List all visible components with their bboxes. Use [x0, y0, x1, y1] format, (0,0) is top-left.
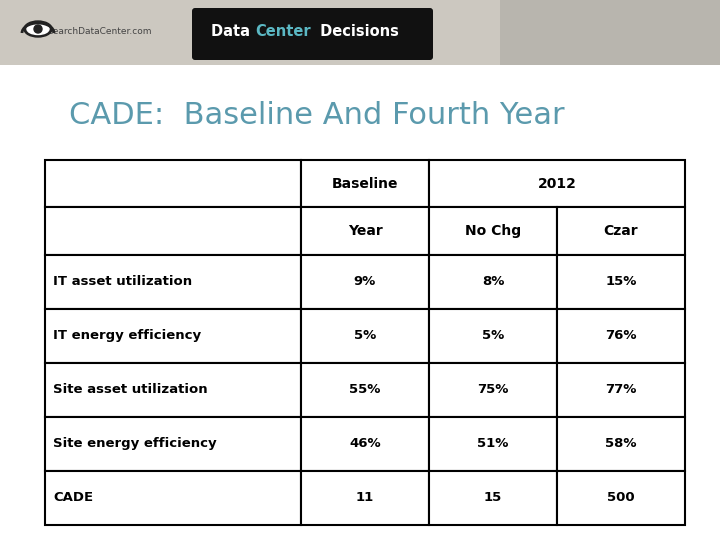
- Bar: [301, 363, 429, 417]
- Bar: [429, 417, 557, 471]
- Text: SearchDataCenter.com: SearchDataCenter.com: [48, 28, 152, 37]
- Bar: [429, 363, 557, 417]
- Text: Site asset utilization: Site asset utilization: [53, 383, 207, 396]
- Text: IT energy efficiency: IT energy efficiency: [53, 329, 201, 342]
- Bar: [45, 417, 301, 471]
- Bar: [45, 363, 301, 417]
- Text: 55%: 55%: [349, 383, 381, 396]
- Bar: [500, 0, 720, 65]
- Bar: [557, 309, 685, 363]
- Circle shape: [34, 25, 42, 33]
- Text: CADE: CADE: [53, 491, 93, 504]
- Text: 46%: 46%: [349, 437, 381, 450]
- Bar: [557, 417, 685, 471]
- Text: 500: 500: [607, 491, 635, 504]
- Bar: [557, 471, 685, 525]
- Text: 5%: 5%: [482, 329, 504, 342]
- Bar: [45, 255, 301, 309]
- Text: Site energy efficiency: Site energy efficiency: [53, 437, 217, 450]
- Text: 11: 11: [356, 491, 374, 504]
- Text: Year: Year: [348, 224, 382, 238]
- Ellipse shape: [24, 21, 52, 37]
- Bar: [429, 255, 557, 309]
- Text: 15%: 15%: [606, 275, 636, 288]
- Text: Baseline: Baseline: [332, 177, 398, 191]
- Bar: [429, 471, 557, 525]
- Text: 8%: 8%: [482, 275, 504, 288]
- Bar: [301, 417, 429, 471]
- Text: 75%: 75%: [477, 383, 509, 396]
- Bar: [429, 309, 557, 363]
- Bar: [301, 309, 429, 363]
- Text: IT asset utilization: IT asset utilization: [53, 275, 192, 288]
- Bar: [557, 255, 685, 309]
- Text: 51%: 51%: [477, 437, 509, 450]
- Text: 15: 15: [484, 491, 502, 504]
- Text: Center: Center: [255, 24, 310, 39]
- Bar: [45, 207, 301, 255]
- Text: 2012: 2012: [538, 177, 577, 191]
- Bar: [301, 471, 429, 525]
- Bar: [301, 160, 429, 207]
- Text: Decisions: Decisions: [315, 24, 399, 39]
- Bar: [45, 471, 301, 525]
- Text: 77%: 77%: [606, 383, 636, 396]
- Text: No Chg: No Chg: [465, 224, 521, 238]
- Text: 58%: 58%: [606, 437, 636, 450]
- Text: CADE:  Baseline And Fourth Year: CADE: Baseline And Fourth Year: [69, 100, 564, 130]
- Bar: [301, 207, 429, 255]
- Bar: [429, 207, 557, 255]
- Bar: [301, 255, 429, 309]
- Text: Data: Data: [211, 24, 255, 39]
- Text: Czar: Czar: [603, 224, 639, 238]
- Text: 9%: 9%: [354, 275, 376, 288]
- Bar: [429, 160, 685, 207]
- Text: 76%: 76%: [606, 329, 636, 342]
- Bar: [45, 160, 301, 207]
- FancyBboxPatch shape: [192, 8, 433, 60]
- Ellipse shape: [27, 24, 49, 35]
- Bar: [557, 363, 685, 417]
- Bar: [45, 309, 301, 363]
- Text: 5%: 5%: [354, 329, 376, 342]
- Bar: [557, 207, 685, 255]
